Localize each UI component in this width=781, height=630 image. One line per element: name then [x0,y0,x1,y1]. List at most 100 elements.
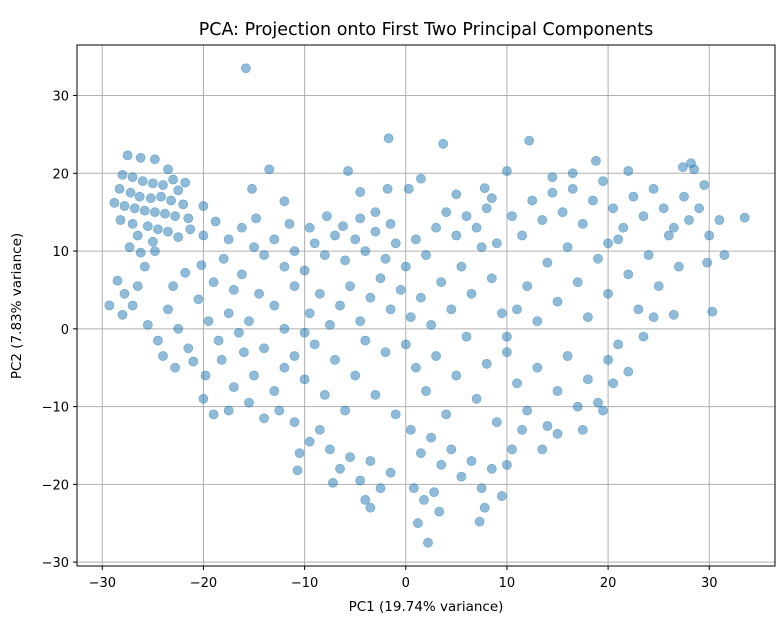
scatter-point [400,339,411,350]
scatter-point [613,339,624,350]
scatter-point [583,374,593,385]
scatter-point [542,257,553,268]
scatter-point [479,183,490,193]
scatter-point [583,312,593,323]
scatter-point [415,292,426,303]
scatter-point [340,255,350,266]
scatter-point [390,409,401,420]
scatter-point [125,187,136,198]
scatter-point [461,211,472,221]
scatter-point [438,138,449,149]
scatter-point [299,327,310,338]
scatter-point [360,246,371,256]
scatter-point [426,319,436,330]
scatter-point [507,211,517,221]
scatter-point [119,288,130,299]
scatter-point [476,483,487,494]
scatter-point [163,226,173,237]
scatter-point [628,191,639,202]
scatter-point [552,296,563,307]
scatter-point [603,238,613,249]
scatter-point [343,166,353,176]
scatter-point [593,253,603,264]
scatter-point [653,281,664,291]
scatter-point [547,172,558,183]
scatter-point [185,224,196,235]
scatter-point [132,230,143,241]
scatter-point [405,312,416,323]
x-axis-label: PC1 (19.74% variance) [349,599,504,615]
scatter-point [168,174,178,185]
scatter-point [149,246,160,256]
scatter-point [375,483,386,494]
scatter-point [501,166,512,176]
scatter-point [200,370,211,381]
scatter-point [380,347,391,358]
scatter-point [135,152,146,163]
scatter-point [269,386,280,396]
scatter-point [340,405,350,416]
scatter-point [382,183,393,194]
scatter-point [350,370,361,381]
scatter-point [259,250,269,260]
scatter-point [537,444,548,455]
scatter-point [501,347,512,358]
scatter-point [158,180,168,190]
scatter-point [289,417,300,427]
scatter-point [198,230,209,241]
scatter-point [223,234,234,245]
scatter-point [486,273,497,284]
scatter-point [147,178,158,189]
scatter-point [304,222,315,233]
scatter-point [365,292,376,303]
scatter-point [247,183,257,194]
scatter-point [166,195,176,206]
scatter-point [198,393,209,404]
scatter-point [365,502,376,513]
scatter-point [208,277,219,288]
scatter-point [203,316,214,326]
scatter-point [694,203,704,214]
x-tick-label: 20 [600,576,617,591]
scatter-point [481,203,492,214]
scatter-point [139,205,150,216]
scatter-point [436,459,447,470]
x-tick-label: 30 [701,576,718,591]
scatter-point [608,203,618,214]
scatter-point [249,370,259,381]
scatter-point [588,195,598,206]
scatter-point [496,308,507,319]
scatter-point [679,191,689,202]
scatter-point [461,331,472,342]
scatter-point [522,405,533,416]
scatter-point [254,288,264,299]
scatter-point [170,211,180,221]
grid-lines [77,45,775,566]
scatter-point [122,150,133,161]
scatter-point [557,207,568,218]
scatter-point [456,261,467,272]
x-tick-label: 10 [499,576,516,591]
scatter-point [426,432,436,443]
scatter-point [244,316,254,326]
scatter-point [355,213,366,224]
scatter-point [149,207,160,218]
scatter-point [380,253,391,264]
scatter-point [522,281,533,291]
scatter-point [491,238,502,249]
scatter-point [198,201,209,211]
y-tick-label: 0 [61,323,69,338]
scatter-point [127,172,138,183]
scatter-point [623,269,634,280]
scatter-point [446,304,457,315]
scatter-point [512,378,522,389]
scatter-point [707,306,718,317]
scatter-point [314,424,325,435]
scatter-point [441,207,452,218]
scatter-point [577,218,588,229]
scatter-point [355,187,366,197]
scatter-point [486,193,497,204]
scatter-point [552,428,563,439]
scatter-point [415,448,426,459]
scatter-point [441,409,452,420]
